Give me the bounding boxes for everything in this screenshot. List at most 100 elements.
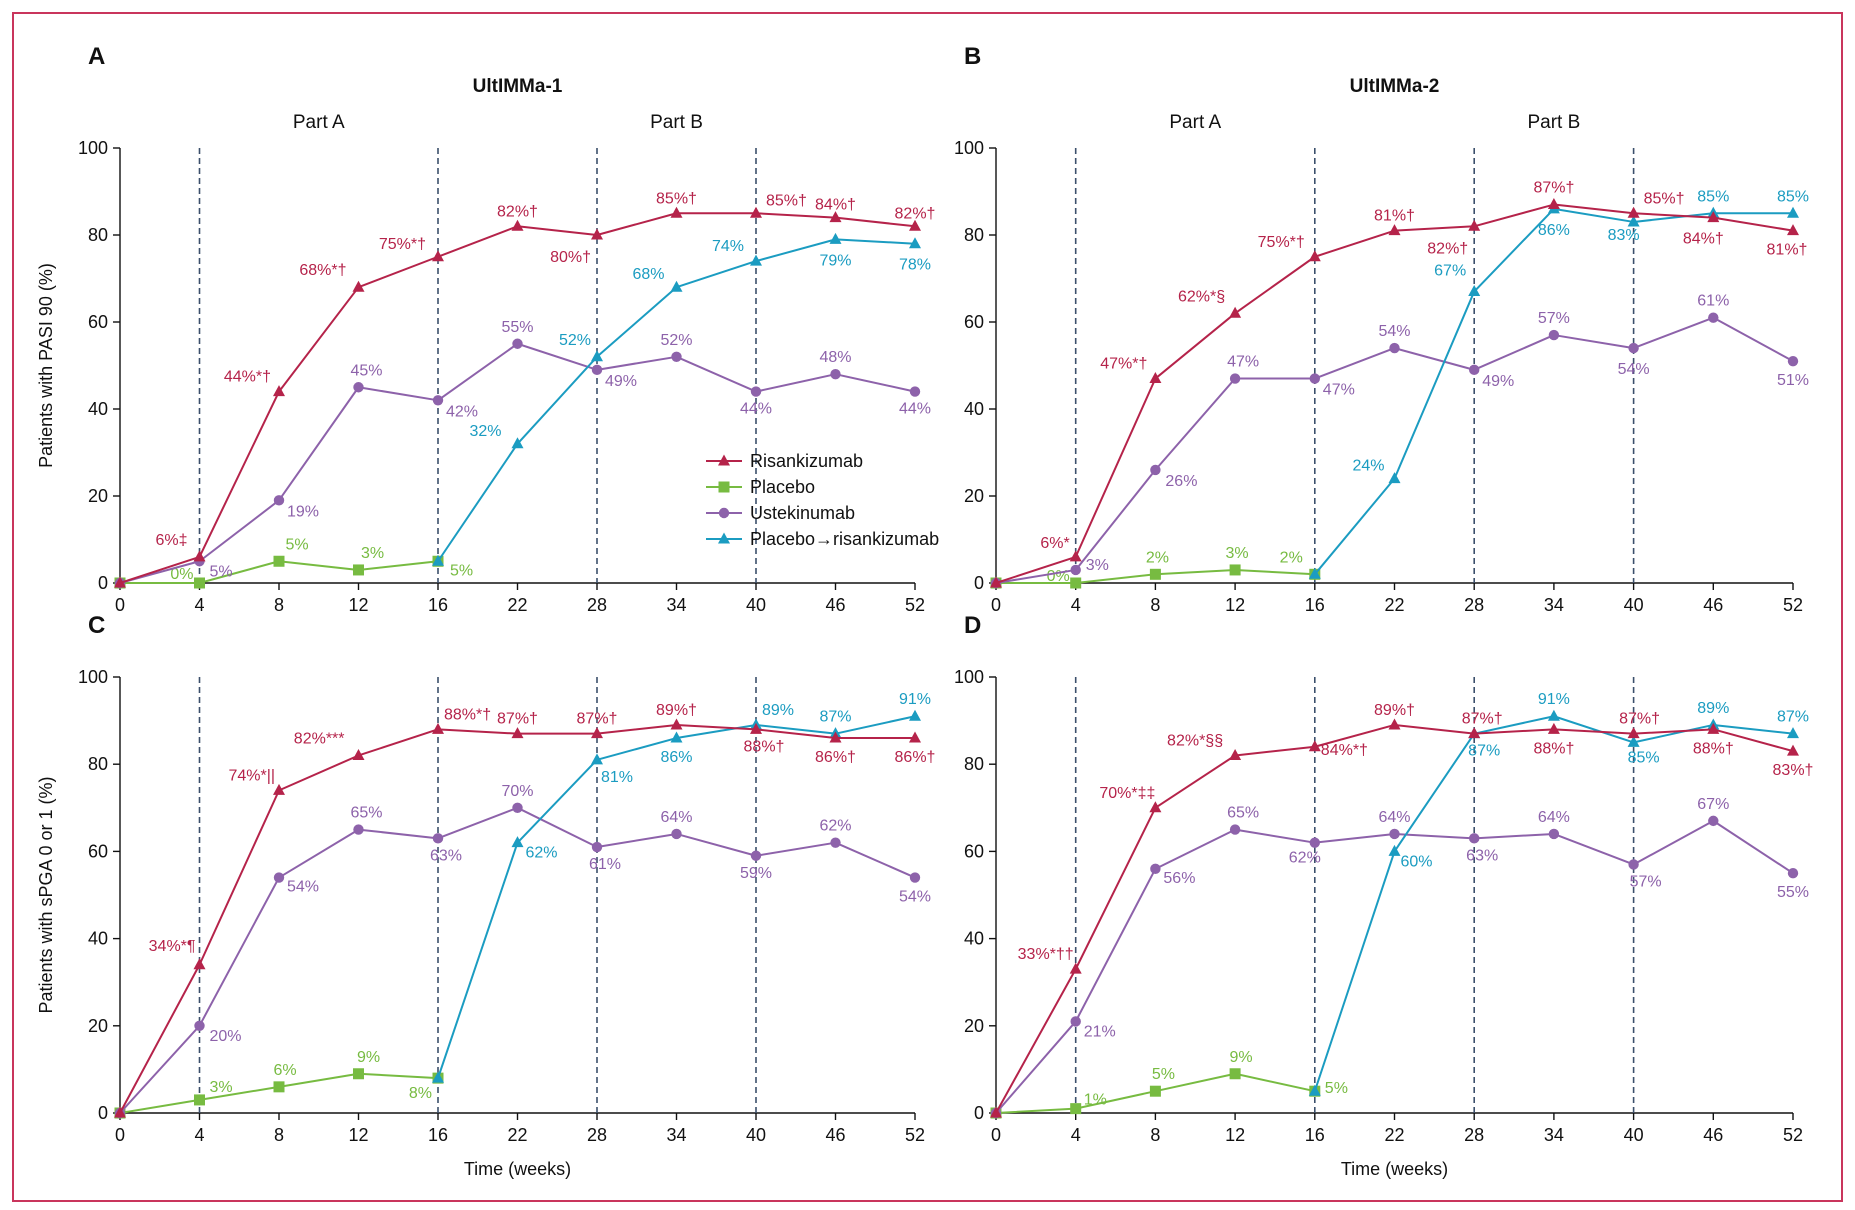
ustekinumab-point (591, 364, 603, 376)
placebo-risankizumab-data-label: 52% (559, 332, 591, 349)
placebo-point (1070, 1103, 1082, 1115)
risankizumab-data-label: 74%*|| (228, 767, 275, 784)
ustekinumab-point (1389, 828, 1400, 840)
risankizumab-point (511, 219, 524, 231)
placebo-point (194, 577, 205, 589)
risankizumab-data-label: 82%† (1427, 240, 1468, 257)
x-tick-label: 16 (428, 1125, 448, 1145)
risankizumab-data-label: 83%† (1773, 762, 1814, 779)
placebo-risankizumab-point (1787, 206, 1799, 218)
risankizumab-point (1547, 198, 1560, 210)
risankizumab-data-label: 75%*† (379, 236, 426, 253)
ustekinumab-point (353, 824, 364, 835)
legend-marker (718, 507, 730, 519)
ustekinumab-data-label: 54% (1378, 323, 1410, 340)
risankizumab-point (1069, 962, 1082, 974)
placebo-risankizumab-data-label: 89% (1697, 700, 1729, 717)
placebo-point (1149, 568, 1161, 580)
x-tick-label: 34 (666, 595, 686, 615)
x-tick-label: 28 (1464, 1125, 1484, 1145)
placebo-risankizumab-data-label: 32% (469, 423, 501, 440)
placebo-risankizumab-point (511, 836, 524, 848)
risankizumab-data-label: 68%*† (299, 262, 346, 279)
ustekinumab-data-label: 56% (1163, 870, 1195, 887)
risankizumab-point (1547, 722, 1560, 734)
x-tick-label: 46 (825, 595, 845, 615)
placebo-point (273, 555, 285, 567)
risankizumab-data-label: 33%*†† (1018, 946, 1074, 963)
placebo-risankizumab-point (1468, 285, 1481, 297)
x-tick-label: 0 (115, 595, 125, 615)
legend-marker (718, 481, 730, 493)
placebo-point (353, 1068, 364, 1080)
y-axis-label: Patients with sPGA 0 or 1 (%) (36, 776, 56, 1013)
x-axis-label: Time (weeks) (464, 1159, 571, 1179)
risankizumab-point (432, 722, 444, 734)
legend-label: Ustekinumab (750, 503, 855, 523)
placebo-risankizumab-data-label: 85% (1777, 188, 1809, 205)
risankizumab-point (1229, 306, 1242, 318)
risankizumab-point (1627, 727, 1640, 739)
ustekinumab-data-label: 44% (740, 401, 772, 418)
risankizumab-data-label: 6%‡ (155, 532, 187, 549)
placebo-risankizumab-point (432, 1071, 444, 1083)
y-tick-label: 20 (964, 1016, 984, 1036)
risankizumab-data-label: 80%† (550, 249, 591, 266)
risankizumab-data-label: 87%† (1462, 711, 1503, 728)
placebo-risankizumab-point (829, 232, 842, 244)
ustekinumab-point (1389, 342, 1400, 354)
x-tick-label: 4 (1071, 595, 1081, 615)
risankizumab-point (1149, 801, 1162, 813)
x-tick-label: 12 (1225, 595, 1245, 615)
risankizumab-point (352, 748, 365, 760)
ustekinumab-point (273, 495, 285, 506)
risankizumab-point (670, 206, 683, 218)
ustekinumab-data-label: 47% (1323, 382, 1355, 399)
placebo-data-label: 3% (1226, 545, 1249, 562)
y-tick-label: 60 (964, 312, 984, 332)
ustekinumab-data-label: 70% (501, 783, 533, 800)
y-tick-label: 40 (964, 399, 984, 419)
legend-label: Placebo→risankizumab (750, 529, 939, 549)
risankizumab-point (1149, 372, 1162, 384)
risankizumab-data-label: 87%† (497, 711, 538, 728)
x-tick-label: 16 (1305, 595, 1325, 615)
y-tick-label: 60 (964, 841, 984, 861)
x-tick-label: 4 (194, 595, 204, 615)
x-tick-label: 0 (991, 595, 1001, 615)
panel-d: D 0 20 40 60 80 100 0 4 8 12 16 22 28 34 40 46 52 Time (we… (954, 612, 1814, 1179)
placebo-data-label: 6% (273, 1062, 296, 1079)
risankizumab-point (511, 727, 524, 739)
ustekinumab-data-label: 48% (819, 349, 851, 366)
ustekinumab-data-label: 61% (589, 856, 621, 873)
y-tick-label: 0 (98, 1103, 108, 1123)
risankizumab-data-label: 86%† (815, 749, 856, 766)
ustekinumab-data-label: 62% (1289, 850, 1321, 867)
placebo-risankizumab-data-label: 86% (1538, 222, 1570, 239)
x-tick-label: 0 (991, 1125, 1001, 1145)
ustekinumab-data-label: 59% (740, 865, 772, 882)
placebo-risankizumab-point (909, 709, 921, 721)
ustekinumab-point (591, 841, 603, 853)
placebo-risankizumab-data-label: 79% (819, 252, 851, 269)
x-tick-label: 16 (1305, 1125, 1325, 1145)
placebo-data-label: 8% (409, 1085, 432, 1102)
ustekinumab-data-label: 49% (1482, 373, 1514, 390)
risankizumab-data-label: 87%† (577, 711, 618, 728)
x-tick-label: 12 (1225, 1125, 1245, 1145)
x-tick-label: 40 (746, 1125, 766, 1145)
x-axis-label: Time (weeks) (1341, 1159, 1448, 1179)
placebo-risankizumab-point (1308, 1084, 1321, 1096)
risankizumab-data-label: 88%† (1533, 740, 1574, 757)
placebo-risankizumab-point (511, 437, 524, 449)
risankizumab-point (909, 731, 921, 743)
ustekinumab-point (273, 872, 285, 883)
ustekinumab-point (909, 386, 921, 397)
risankizumab-point (1388, 224, 1401, 236)
risankizumab-point (909, 219, 921, 231)
ustekinumab-point (1628, 342, 1639, 354)
ustekinumab-data-label: 45% (350, 362, 382, 379)
risankizumab-data-label: 6%* (1040, 535, 1069, 552)
placebo-risankizumab-point (1388, 844, 1401, 856)
x-tick-label: 12 (348, 1125, 368, 1145)
